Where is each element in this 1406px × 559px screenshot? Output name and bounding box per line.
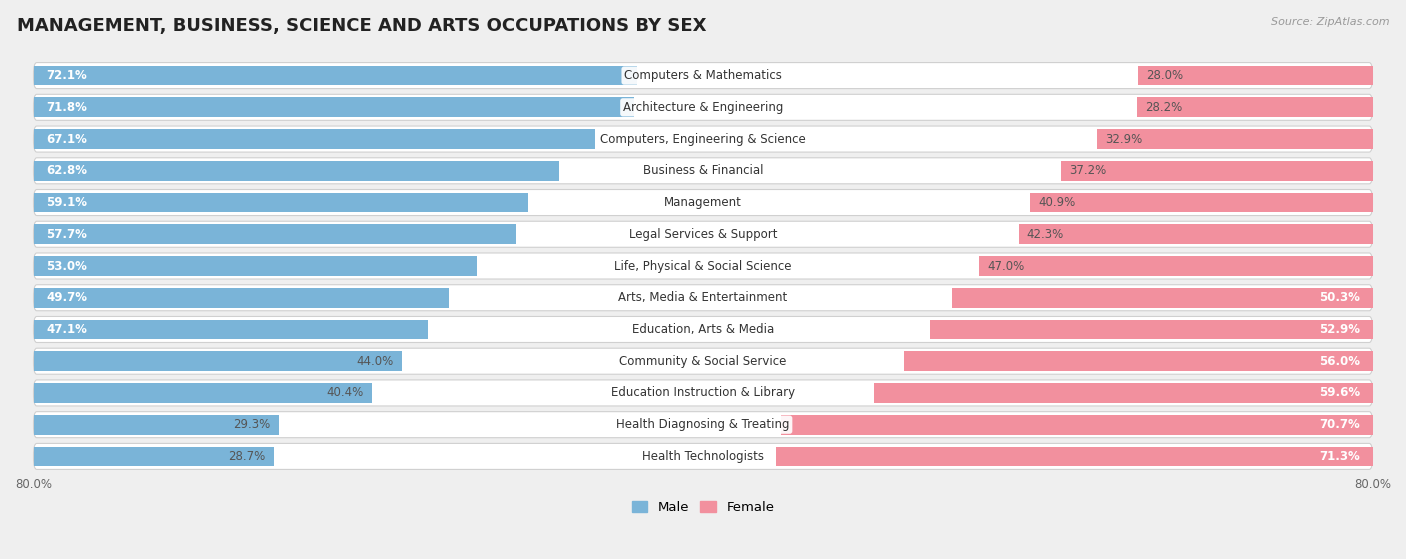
FancyBboxPatch shape xyxy=(34,126,1372,152)
Text: 50.3%: 50.3% xyxy=(1319,291,1360,304)
Bar xyxy=(776,447,1372,466)
Text: Education, Arts & Media: Education, Arts & Media xyxy=(631,323,775,336)
Text: 32.9%: 32.9% xyxy=(1105,132,1143,145)
Text: Architecture & Engineering: Architecture & Engineering xyxy=(623,101,783,114)
Bar xyxy=(34,256,477,276)
Text: 42.3%: 42.3% xyxy=(1026,228,1064,241)
Text: 71.3%: 71.3% xyxy=(1319,450,1360,463)
FancyBboxPatch shape xyxy=(34,221,1372,247)
FancyBboxPatch shape xyxy=(34,63,1372,88)
FancyBboxPatch shape xyxy=(34,285,1372,311)
Bar xyxy=(34,161,560,181)
Bar xyxy=(929,320,1372,339)
Bar xyxy=(34,97,634,117)
Text: 40.9%: 40.9% xyxy=(1039,196,1076,209)
Bar xyxy=(1136,97,1372,117)
Text: 29.3%: 29.3% xyxy=(233,418,270,431)
Text: Community & Social Service: Community & Social Service xyxy=(619,355,787,368)
Text: Legal Services & Support: Legal Services & Support xyxy=(628,228,778,241)
Text: Computers & Mathematics: Computers & Mathematics xyxy=(624,69,782,82)
Text: 49.7%: 49.7% xyxy=(46,291,87,304)
Text: 47.1%: 47.1% xyxy=(46,323,87,336)
FancyBboxPatch shape xyxy=(34,316,1372,343)
Bar xyxy=(1139,66,1372,86)
Text: 59.6%: 59.6% xyxy=(1319,386,1360,400)
Text: 70.7%: 70.7% xyxy=(1319,418,1360,431)
FancyBboxPatch shape xyxy=(34,443,1372,470)
Text: 67.1%: 67.1% xyxy=(46,132,87,145)
Text: 56.0%: 56.0% xyxy=(1319,355,1360,368)
Bar xyxy=(34,66,637,86)
FancyBboxPatch shape xyxy=(34,158,1372,184)
Bar xyxy=(34,193,529,212)
Text: 28.0%: 28.0% xyxy=(1146,69,1184,82)
Text: Business & Financial: Business & Financial xyxy=(643,164,763,177)
Text: 71.8%: 71.8% xyxy=(46,101,87,114)
Bar xyxy=(34,288,450,307)
Text: Arts, Media & Entertainment: Arts, Media & Entertainment xyxy=(619,291,787,304)
Bar xyxy=(1018,224,1372,244)
Bar xyxy=(34,415,278,434)
Text: 52.9%: 52.9% xyxy=(1319,323,1360,336)
Text: Source: ZipAtlas.com: Source: ZipAtlas.com xyxy=(1271,17,1389,27)
Bar xyxy=(1097,129,1372,149)
FancyBboxPatch shape xyxy=(34,94,1372,120)
FancyBboxPatch shape xyxy=(34,380,1372,406)
Text: Management: Management xyxy=(664,196,742,209)
Text: 28.7%: 28.7% xyxy=(228,450,266,463)
Text: 37.2%: 37.2% xyxy=(1070,164,1107,177)
Text: Health Diagnosing & Treating: Health Diagnosing & Treating xyxy=(616,418,790,431)
Bar xyxy=(1062,161,1372,181)
FancyBboxPatch shape xyxy=(34,253,1372,279)
FancyBboxPatch shape xyxy=(34,411,1372,438)
Bar xyxy=(34,352,402,371)
Bar xyxy=(1031,193,1372,212)
Text: Health Technologists: Health Technologists xyxy=(643,450,763,463)
FancyBboxPatch shape xyxy=(34,348,1372,374)
Text: Computers, Engineering & Science: Computers, Engineering & Science xyxy=(600,132,806,145)
Bar xyxy=(34,320,427,339)
Text: MANAGEMENT, BUSINESS, SCIENCE AND ARTS OCCUPATIONS BY SEX: MANAGEMENT, BUSINESS, SCIENCE AND ARTS O… xyxy=(17,17,706,35)
Bar xyxy=(979,256,1372,276)
Bar xyxy=(904,352,1372,371)
Text: 28.2%: 28.2% xyxy=(1144,101,1182,114)
Text: 57.7%: 57.7% xyxy=(46,228,87,241)
Bar xyxy=(780,415,1372,434)
Text: 53.0%: 53.0% xyxy=(46,259,87,272)
Text: 59.1%: 59.1% xyxy=(46,196,87,209)
Text: 72.1%: 72.1% xyxy=(46,69,87,82)
Text: Life, Physical & Social Science: Life, Physical & Social Science xyxy=(614,259,792,272)
Bar xyxy=(34,129,595,149)
Text: 62.8%: 62.8% xyxy=(46,164,87,177)
Legend: Male, Female: Male, Female xyxy=(626,495,780,519)
Bar xyxy=(873,383,1372,403)
Text: 47.0%: 47.0% xyxy=(987,259,1025,272)
Bar xyxy=(952,288,1372,307)
Bar xyxy=(34,383,371,403)
FancyBboxPatch shape xyxy=(34,190,1372,216)
Bar xyxy=(34,447,274,466)
Text: Education Instruction & Library: Education Instruction & Library xyxy=(612,386,794,400)
Bar xyxy=(34,224,516,244)
Text: 44.0%: 44.0% xyxy=(356,355,394,368)
Text: 40.4%: 40.4% xyxy=(326,386,363,400)
